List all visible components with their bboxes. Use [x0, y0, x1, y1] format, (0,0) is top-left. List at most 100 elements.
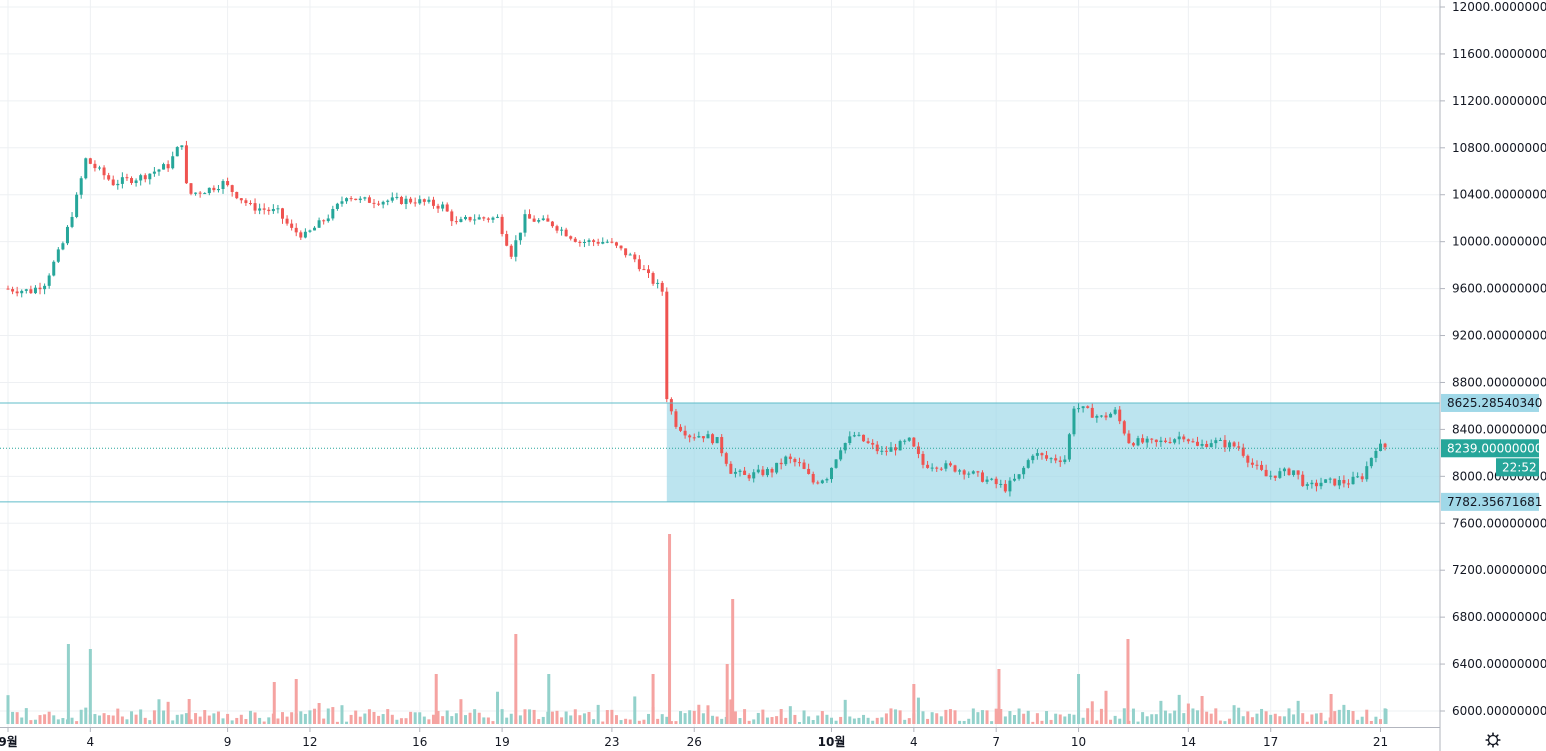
volume-bar: [29, 720, 33, 724]
candle-body: [862, 434, 866, 442]
candle-body: [564, 229, 568, 237]
volume-bar: [1319, 712, 1323, 724]
countdown-badge-text: 22:52: [1502, 460, 1537, 474]
volume-bar: [660, 714, 664, 724]
horizontal-lines[interactable]: [0, 402, 1440, 503]
price-axis[interactable]: 12000.00000000 11600.00000000 11200.000000…: [1440, 0, 1546, 718]
candle-body: [459, 219, 463, 222]
candle-body: [500, 216, 504, 235]
candle-body: [1273, 475, 1277, 478]
candle-body: [180, 145, 184, 148]
candle-body: [52, 261, 56, 276]
candle-body: [303, 231, 307, 238]
candle-body: [11, 289, 15, 292]
volume-bar: [550, 711, 554, 724]
candle-body: [555, 226, 559, 231]
volume-bar: [587, 711, 591, 724]
candle-body: [1351, 476, 1355, 485]
volume-bar: [875, 717, 879, 724]
candle-body: [807, 468, 811, 474]
candle-body: [1168, 441, 1172, 443]
candle-body: [230, 185, 234, 192]
candle-body: [125, 177, 129, 179]
volume-bar: [239, 714, 243, 724]
candle-body: [1324, 479, 1328, 483]
volume-bar: [399, 718, 403, 724]
volume-bar: [120, 716, 124, 724]
candle-body: [116, 183, 120, 186]
candle-body: [1058, 460, 1062, 463]
candle-body: [948, 463, 952, 466]
candle-body: [1113, 409, 1117, 414]
price-tick-label: 12000.00000000: [1452, 0, 1546, 14]
candle-body: [1218, 439, 1222, 441]
candle-body: [848, 436, 852, 444]
candle-body: [587, 240, 591, 242]
candle-body: [6, 288, 10, 290]
volume-bar: [1337, 709, 1341, 724]
candle-body: [871, 442, 875, 445]
price-tick-label: 9200.00000000: [1452, 329, 1546, 343]
candle-body: [532, 218, 536, 222]
volume-bar: [921, 711, 925, 724]
volume-bar: [1104, 690, 1108, 724]
price-range-rectangle[interactable]: [666, 402, 1440, 502]
candle-body: [120, 177, 124, 184]
candle-body: [985, 479, 989, 482]
volume-bar: [733, 711, 737, 724]
volume-bar: [477, 712, 481, 724]
volume-bar: [1282, 716, 1286, 724]
candle-body: [1191, 441, 1195, 443]
volume-bar: [322, 718, 326, 724]
volume-bar: [1356, 719, 1360, 724]
volume-bar: [1301, 713, 1305, 724]
volume-bar: [134, 714, 138, 724]
candle-body: [834, 459, 838, 468]
volume-bar: [930, 712, 934, 724]
candle-body: [724, 453, 728, 464]
volume-bar: [500, 709, 504, 724]
candle-body: [747, 474, 751, 479]
volume-bar: [898, 710, 902, 724]
price-tick-label: 8800.00000000: [1452, 375, 1546, 389]
settings-gear-icon[interactable]: [1485, 732, 1501, 748]
volume-bar: [1141, 712, 1145, 724]
volume-bar: [116, 708, 120, 724]
candle-body: [450, 211, 454, 222]
volume-bar: [994, 708, 998, 724]
volume-bar: [582, 713, 586, 724]
volume-bar: [381, 714, 385, 724]
candle-body: [1214, 440, 1218, 444]
volume-bar: [1131, 708, 1135, 724]
volume-bar: [491, 721, 495, 724]
candle-body: [633, 254, 637, 260]
volume-bar: [1384, 709, 1388, 724]
candle-body: [134, 180, 138, 183]
volume-bar: [326, 708, 330, 724]
volume-bar: [157, 699, 161, 724]
volume-bar: [1228, 718, 1232, 724]
candle-body: [239, 198, 243, 201]
candle-body: [880, 450, 884, 452]
volume-bar: [1273, 713, 1277, 724]
time-axis[interactable]: 9월 4 9 12 16 19 23 26 10월 4 7 10 14 17 21: [0, 727, 1388, 749]
volume-bar: [752, 719, 756, 724]
candle-body: [33, 287, 37, 294]
candle-body: [354, 198, 358, 201]
candle-body: [276, 208, 280, 210]
candle-body: [367, 197, 371, 203]
volume-bar: [486, 717, 490, 724]
volume-bar: [564, 711, 568, 724]
volume-bar: [944, 709, 948, 724]
candle-body: [399, 196, 403, 204]
volume-bar: [1154, 714, 1158, 724]
candle-body: [1035, 453, 1039, 456]
volume-bar: [349, 714, 353, 724]
volume-bar: [276, 718, 280, 724]
candle-body: [436, 205, 440, 209]
volume-bar: [363, 713, 367, 724]
candle-body: [857, 434, 861, 436]
volume-bar: [802, 710, 806, 724]
